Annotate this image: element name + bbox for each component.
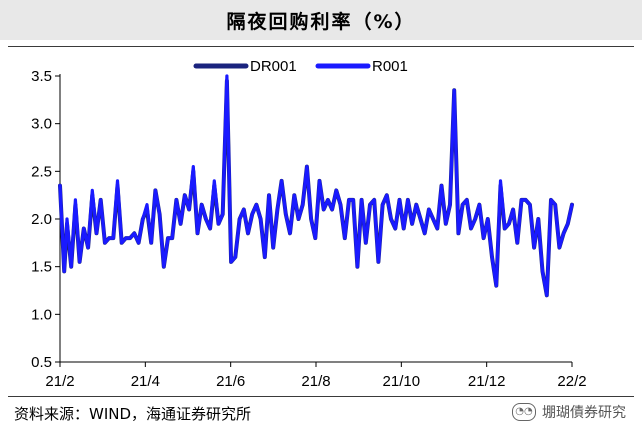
y-tick-label: 3.0 [31, 116, 52, 133]
y-tick-label: 0.5 [31, 354, 52, 371]
y-tick-label: 1.5 [31, 259, 52, 276]
x-tick-label: 21/12 [468, 373, 506, 390]
wechat-icon: ◔◔ [512, 403, 536, 421]
x-tick-label: 22/2 [557, 373, 586, 390]
x-tick-label: 21/2 [45, 373, 74, 390]
chart-title: 隔夜回购利率（%） [226, 10, 416, 33]
series-line-dr001 [58, 78, 574, 298]
legend: DR001 R001 [193, 58, 408, 75]
legend-label-r001: R001 [372, 58, 408, 75]
title-bar: 隔夜回购利率（%） [0, 0, 642, 40]
series-layer [58, 74, 574, 298]
watermark: ◔◔ 堋瑚債券研究 [508, 402, 630, 422]
bottom-rule [8, 396, 634, 397]
x-tick-label: 21/6 [216, 373, 245, 390]
y-tick-label: 3.5 [31, 68, 52, 85]
x-tick-label: 21/10 [383, 373, 421, 390]
y-tick-label: 2.0 [31, 211, 52, 228]
top-rule [8, 46, 634, 47]
source-note: 资料来源：WIND，海通证券研究所 [14, 405, 252, 423]
watermark-text: 堋瑚債券研究 [542, 405, 626, 421]
y-tick-label: 2.5 [31, 163, 52, 180]
y-tick-label: 1.0 [31, 306, 52, 323]
series-line-r001 [58, 74, 574, 297]
axes: 0.5 1.0 1.5 2.0 2.5 3.0 3.5 21/2 21/4 21/6 21/8 21/… [31, 68, 586, 390]
x-tick-label: 21/4 [131, 373, 160, 390]
legend-label-dr001: DR001 [250, 58, 297, 75]
x-tick-label: 21/8 [301, 373, 330, 390]
